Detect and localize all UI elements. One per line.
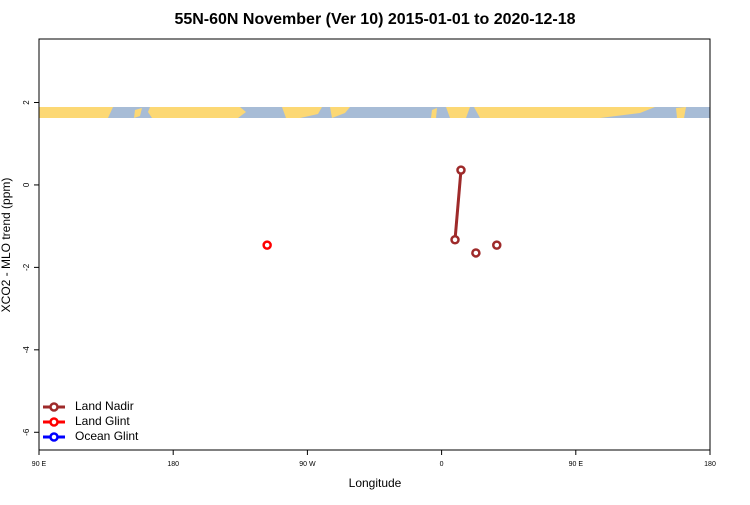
land-strip [39, 107, 686, 118]
map-strip [39, 107, 710, 118]
legend-marker [49, 402, 59, 412]
chart-title: 55N-60N November (Ver 10) 2015-01-01 to … [174, 11, 575, 28]
legend-marker [49, 417, 59, 427]
data-point [471, 248, 481, 258]
x-tick-label: 90 E [32, 461, 47, 468]
ocean-strip [39, 107, 710, 118]
data-point [492, 240, 502, 250]
y-tick-label: 0 [22, 182, 31, 187]
x-tick-label: 90 W [299, 461, 316, 468]
series-line [453, 169, 463, 240]
legend-label: Ocean Glint [75, 429, 139, 443]
data-point [262, 240, 272, 250]
legend-label: Land Nadir [75, 399, 134, 413]
y-tick-label: 2 [22, 100, 31, 105]
x-tick-label: 0 [440, 461, 444, 468]
data-point [450, 235, 460, 245]
y-tick-label: -4 [22, 346, 31, 354]
x-tick-label: 180 [704, 461, 716, 468]
legend-label: Land Glint [75, 414, 130, 428]
data-point [456, 165, 466, 175]
x-tick-label: 90 E [569, 461, 584, 468]
x-axis-title: Longitude [349, 476, 402, 490]
y-tick-label: -6 [22, 428, 31, 436]
plot-frame [38, 38, 711, 451]
y-axis-title: XCO2 - MLO trend (ppm) [0, 178, 13, 313]
x-tick-label: 180 [167, 461, 179, 468]
y-tick-label: -2 [22, 263, 31, 271]
legend-marker [49, 432, 59, 442]
